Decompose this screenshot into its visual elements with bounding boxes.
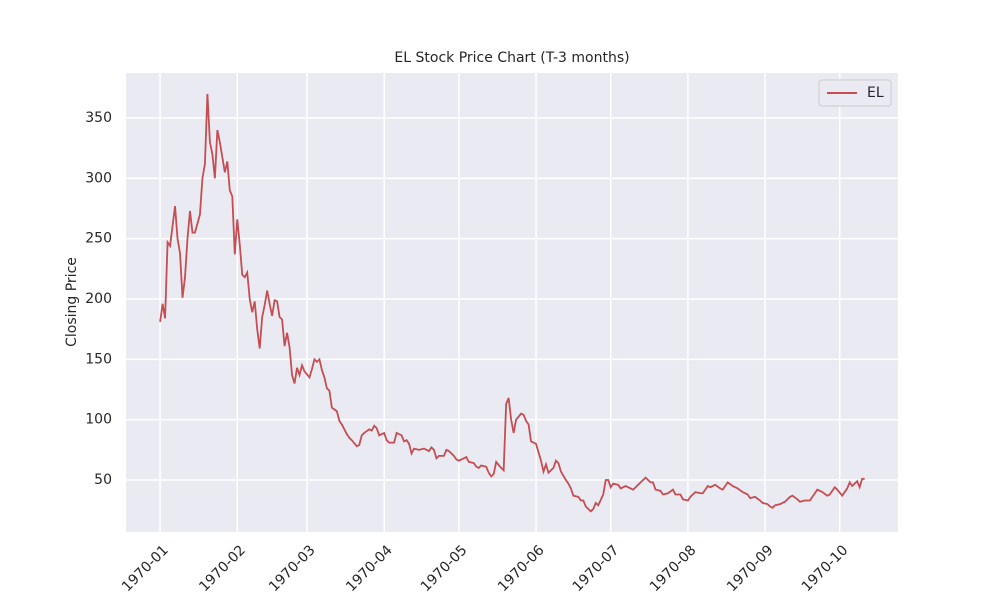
- plot-area: [126, 73, 898, 532]
- x-tick-label: 1970-05: [418, 542, 471, 595]
- x-tick-label: 1970-10: [799, 542, 852, 595]
- chart-title: EL Stock Price Chart (T-3 months): [394, 50, 629, 66]
- y-tick-label: 300: [85, 170, 112, 186]
- y-axis-label: Closing Price: [64, 257, 80, 347]
- line-series: [159, 93, 865, 513]
- y-tick-label: 100: [85, 412, 112, 428]
- x-tick-label: 1970-06: [495, 542, 548, 595]
- x-tick-label: 1970-03: [266, 542, 319, 595]
- x-tick-label: 1970-04: [343, 542, 396, 595]
- x-tick-label: 1970-07: [570, 542, 623, 595]
- x-tick-label: 1970-01: [119, 542, 172, 595]
- y-tick-label: 150: [85, 351, 112, 367]
- x-tick-label: 1970-02: [196, 542, 249, 595]
- x-tick-label: 1970-08: [647, 542, 700, 595]
- y-tick-label: 50: [94, 472, 112, 488]
- y-tick-label: 200: [85, 291, 112, 307]
- y-tick-label: 350: [85, 110, 112, 126]
- y-tick-label: 250: [85, 231, 112, 247]
- legend-label: EL: [867, 85, 884, 101]
- x-tick-label: 1970-09: [724, 542, 777, 595]
